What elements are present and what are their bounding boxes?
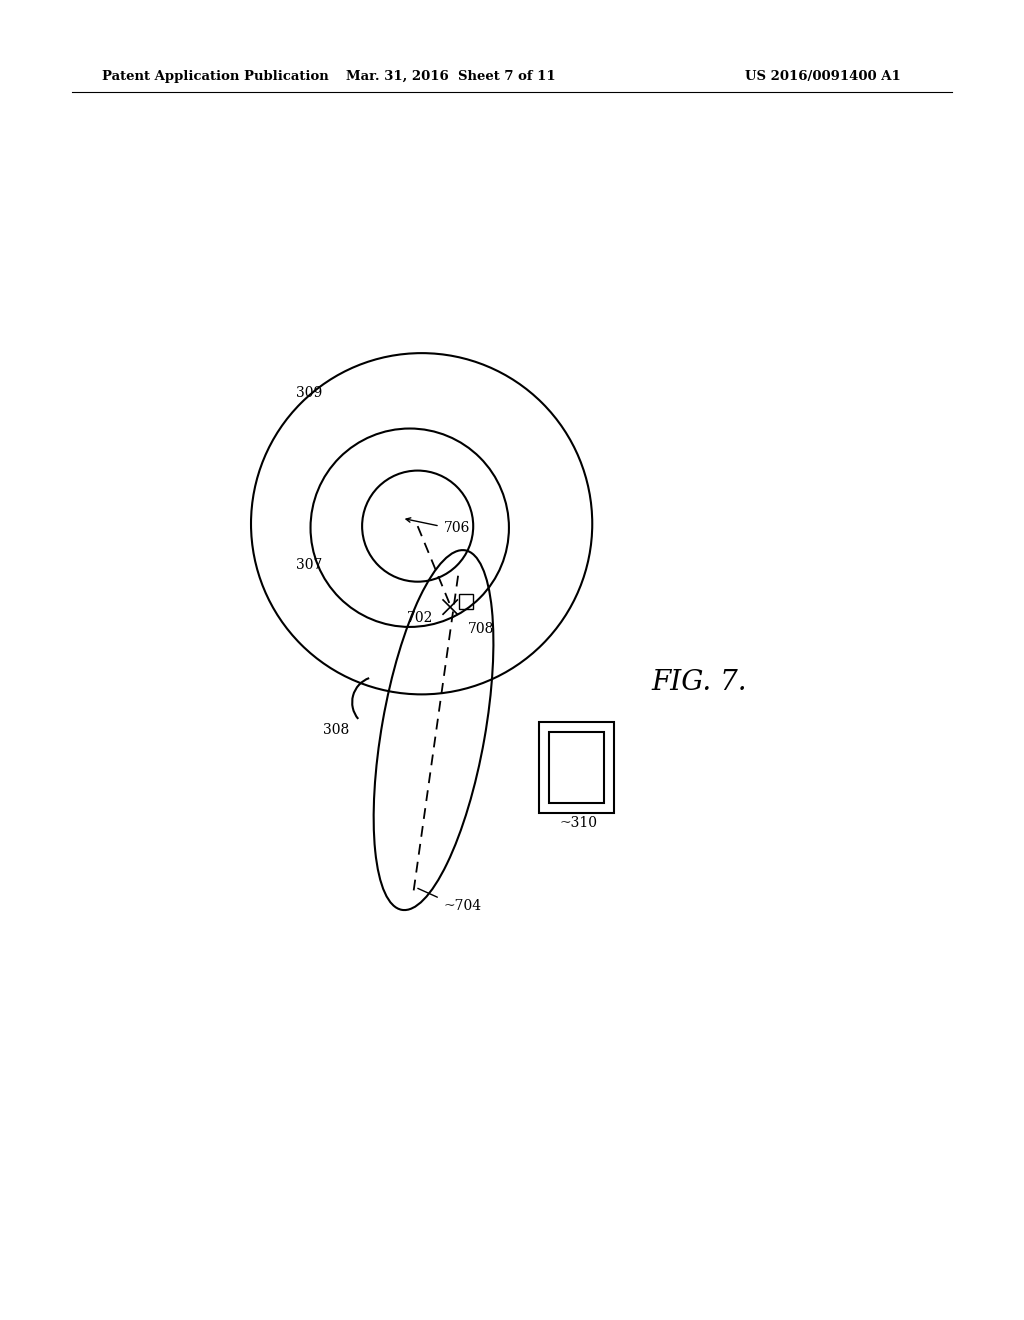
Text: Patent Application Publication: Patent Application Publication (102, 70, 329, 83)
Text: FIG. 7.: FIG. 7. (652, 669, 748, 696)
Text: Mar. 31, 2016  Sheet 7 of 11: Mar. 31, 2016 Sheet 7 of 11 (346, 70, 555, 83)
Text: US 2016/0091400 A1: US 2016/0091400 A1 (745, 70, 901, 83)
Bar (539, 722, 614, 813)
Bar (550, 733, 604, 803)
Text: 309: 309 (296, 385, 323, 400)
Text: ~704: ~704 (443, 899, 482, 913)
Text: 708: 708 (468, 622, 494, 635)
Text: 308: 308 (323, 723, 349, 737)
Text: ~310: ~310 (560, 816, 598, 830)
Text: 706: 706 (443, 520, 470, 535)
Text: 702: 702 (408, 611, 433, 626)
Bar (459, 594, 473, 609)
Text: 307: 307 (296, 558, 323, 572)
